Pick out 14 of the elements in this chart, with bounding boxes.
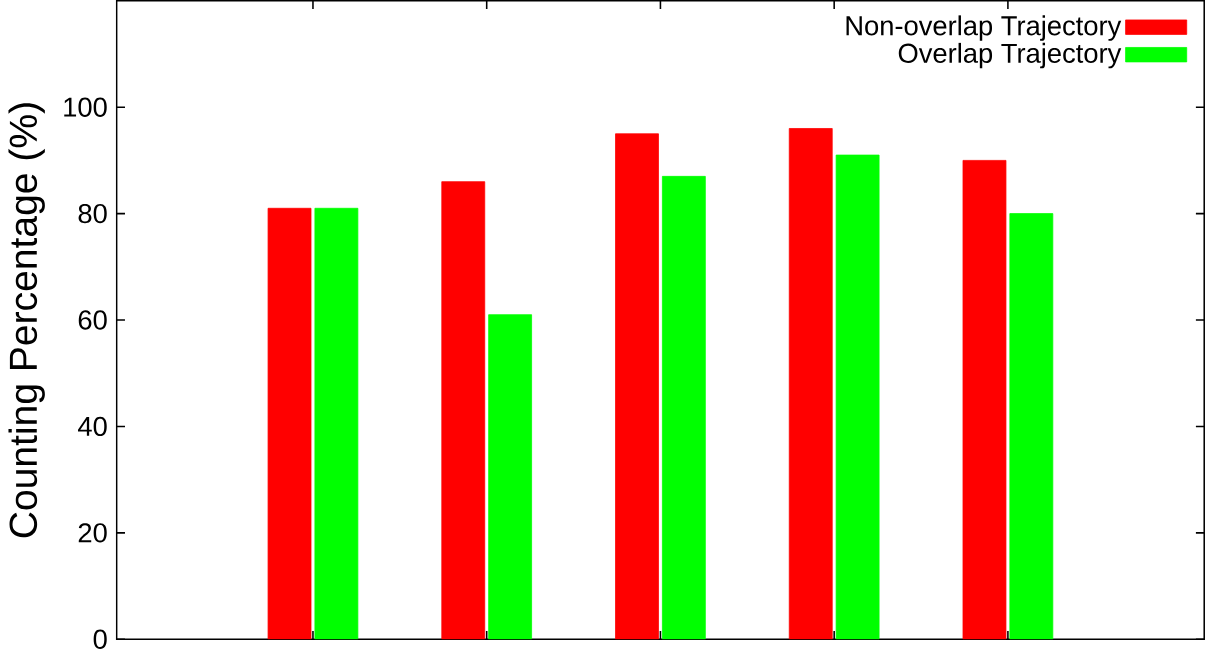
y-tick-label: 20	[78, 522, 107, 543]
y-tick-label: 0	[93, 629, 107, 649]
y-tick-label: 80	[78, 203, 107, 224]
bar	[441, 181, 486, 640]
y-axis-title: Counting Percentage (%)	[8, 103, 45, 538]
bar	[267, 207, 312, 640]
y-tick-label: 100	[64, 97, 107, 117]
legend-label: Non-overlap Trajectory	[846, 15, 1122, 41]
y-tick-label: 60	[78, 310, 107, 330]
bar	[615, 133, 659, 640]
bar	[962, 159, 1007, 640]
bar	[788, 127, 833, 640]
legend-label: Overlap Trajectory	[898, 42, 1122, 69]
y-tick-label: 40	[78, 416, 107, 436]
